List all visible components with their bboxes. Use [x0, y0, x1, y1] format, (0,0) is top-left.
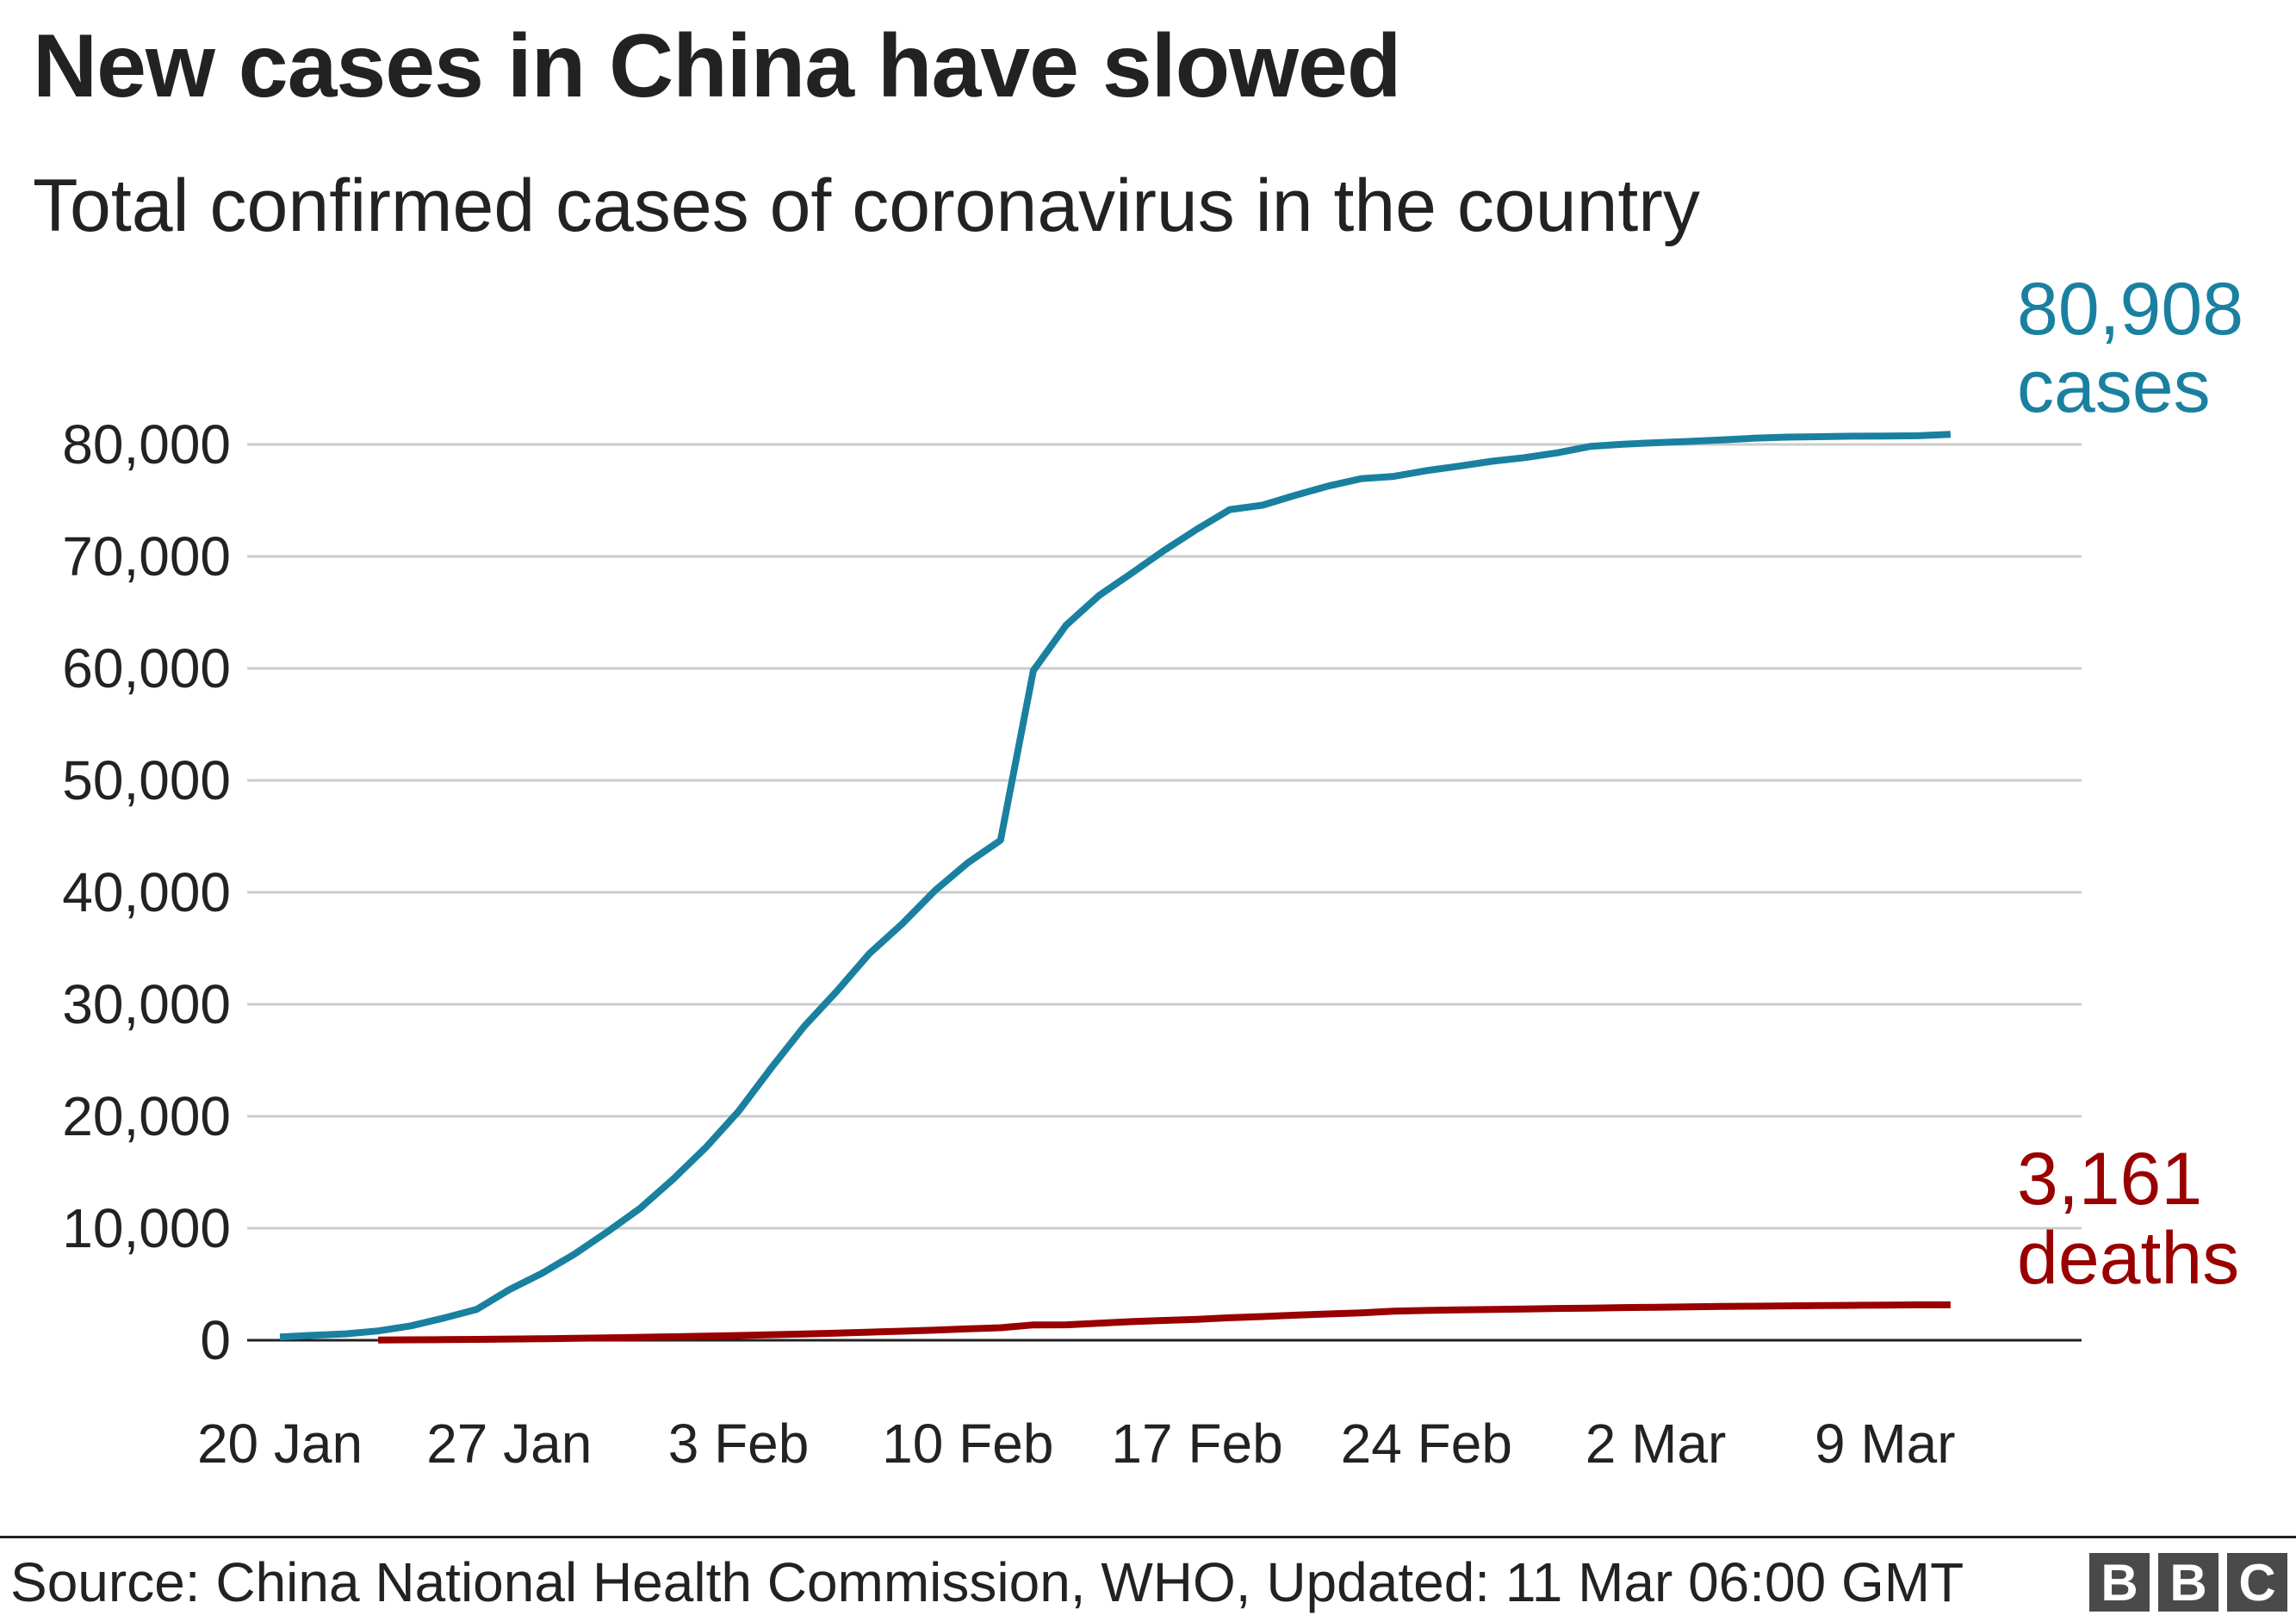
source-note: Source: China National Health Commission…	[10, 1551, 1964, 1613]
y-tick-label: 10,000	[62, 1197, 231, 1259]
x-tick-label: 17 Feb	[1111, 1413, 1282, 1475]
logo-letter: B	[2158, 1553, 2218, 1612]
x-tick-label: 27 Jan	[426, 1413, 592, 1475]
bbc-logo: B B C	[2089, 1553, 2287, 1612]
y-tick-label: 70,000	[62, 525, 231, 587]
y-tick-label: 30,000	[62, 973, 231, 1035]
x-tick-label: 10 Feb	[882, 1413, 1053, 1475]
gridlines	[247, 443, 2082, 1342]
y-tick-label: 20,000	[62, 1085, 231, 1147]
y-tick-label: 80,000	[62, 413, 231, 475]
x-tick-label: 20 Jan	[197, 1413, 363, 1475]
y-axis-ticks: 0 10,000 20,000 30,000 40,000 50,000 60,000 70,…	[62, 413, 231, 1371]
x-tick-label: 9 Mar	[1815, 1413, 1956, 1475]
chart-subtitle: Total confirmed cases of coronavirus in …	[33, 165, 1700, 247]
logo-letter: B	[2089, 1553, 2150, 1612]
series-lines	[279, 431, 1952, 1344]
deaths-end-label-unit: deaths	[2017, 1217, 2239, 1300]
y-tick-label: 40,000	[62, 861, 231, 923]
logo-letter: C	[2227, 1553, 2287, 1612]
y-tick-label: 50,000	[62, 749, 231, 811]
deaths-end-label-value: 3,161	[2017, 1138, 2202, 1221]
footer-divider	[0, 1536, 2296, 1538]
y-tick-label: 0	[200, 1309, 231, 1371]
cases-end-label-value: 80,908	[2017, 268, 2243, 351]
x-tick-label: 2 Mar	[1585, 1413, 1727, 1475]
y-tick-label: 60,000	[62, 637, 231, 699]
chart-title: New cases in China have slowed	[33, 16, 1401, 116]
cases-end-label-unit: cases	[2017, 345, 2211, 428]
series-line-deaths	[378, 1301, 1951, 1344]
series-line-cases	[279, 431, 1952, 1341]
x-axis-ticks: 20 Jan 27 Jan 3 Feb 10 Feb 17 Feb 24 Feb 2 Mar…	[197, 1413, 1956, 1475]
x-tick-label: 24 Feb	[1341, 1413, 1512, 1475]
x-tick-label: 3 Feb	[668, 1413, 810, 1475]
